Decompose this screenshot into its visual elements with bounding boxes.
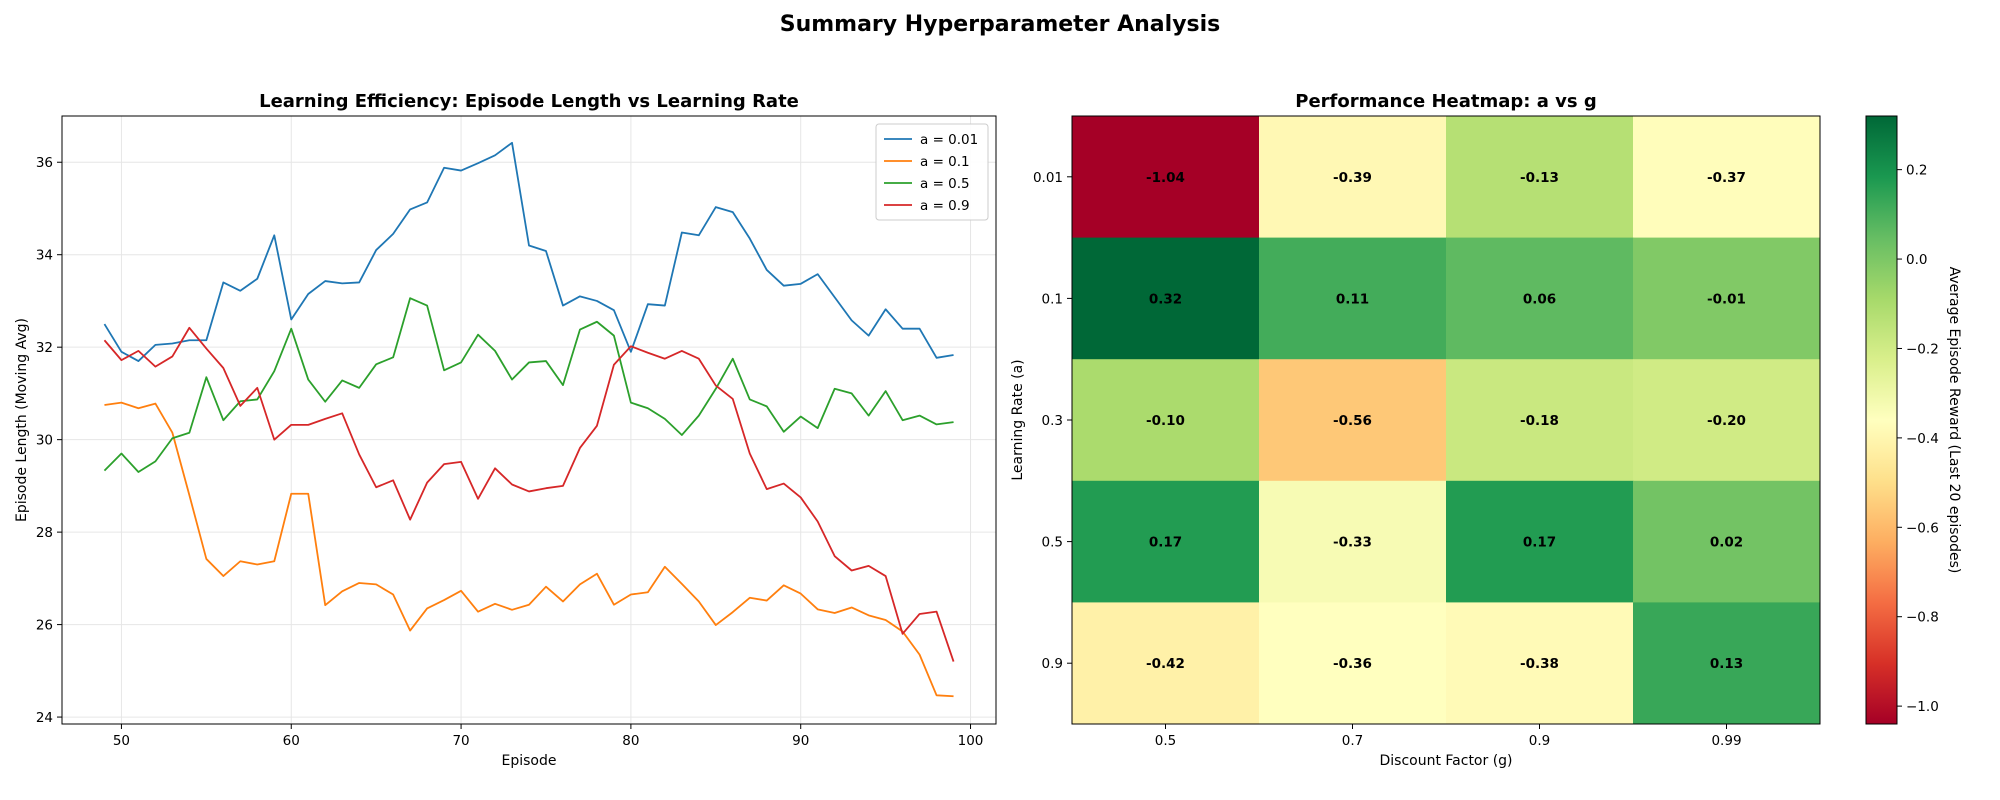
- heatmap-cell-value: 0.17: [1149, 535, 1182, 551]
- x-tick-label: 80: [622, 733, 639, 749]
- line-chart-frame: [61, 115, 997, 725]
- heatmap-cell: [1072, 602, 1260, 725]
- line-chart-ticks: 50 60 70 80 90 100 24 26 28 30 32 34 36: [36, 155, 984, 749]
- heatmap-x-tick-label: 0.7: [1342, 733, 1363, 749]
- series-line-2: [104, 401, 954, 698]
- heatmap-cell-value: -0.20: [1707, 413, 1746, 429]
- heatmap-cell-value: -1.04: [1146, 170, 1185, 186]
- heatmap-cell: [1446, 237, 1634, 360]
- heatmap-cell: [1633, 116, 1821, 239]
- heatmap-ticks: 0.5 0.7 0.9 0.99 0.01 0.1 0.3 0.5 0.9: [1033, 170, 1742, 749]
- colorbar-tick-label: −0.8: [1906, 610, 1939, 626]
- heatmap-cell-value: -0.38: [1520, 656, 1559, 672]
- heatmap-cell-value: -0.13: [1520, 170, 1559, 186]
- heatmap-cell-value: -0.39: [1333, 170, 1372, 186]
- colorbar-bar: [1865, 115, 1898, 725]
- heatmap-cell: [1633, 602, 1821, 725]
- line-chart-series: [103, 141, 955, 698]
- x-tick-label: 90: [792, 733, 809, 749]
- heatmap-cell-value: 0.02: [1710, 535, 1743, 551]
- line-chart-grid: [62, 116, 996, 724]
- line-chart-xlabel: Episode: [502, 753, 557, 769]
- heatmap-cell-value: -0.37: [1707, 170, 1746, 186]
- heatmap-cells: -1.04 -0.39 -0.13 -0.37 0.32 0.11 0.06 -0.01 -0.…: [1072, 116, 1821, 725]
- heatmap-cell-value: 0.32: [1149, 291, 1182, 307]
- heatmap-x-tick-label: 0.5: [1155, 733, 1176, 749]
- series-line-4: [103, 326, 955, 662]
- heatmap-cell-value: -0.56: [1333, 413, 1372, 429]
- heatmap-cell: [1072, 359, 1260, 482]
- heatmap-chart: Performance Heatmap: a vs g -1.04 -0.39 -0…: [1010, 91, 1962, 769]
- colorbar-tick-label: 0.0: [1906, 252, 1927, 268]
- x-tick-label: 50: [113, 733, 130, 749]
- heatmap-x-tick-label: 0.9: [1529, 733, 1550, 749]
- line-chart-legend: a = 0.01 a = 0.1 a = 0.5 a = 0.9: [875, 123, 989, 221]
- y-tick-label: 34: [36, 248, 53, 264]
- heatmap-y-tick-label: 0.01: [1033, 170, 1063, 186]
- colorbar-tick-label: −0.4: [1906, 431, 1939, 447]
- heatmap-cell-value: 0.13: [1710, 656, 1743, 672]
- heatmap-cell-value: 0.06: [1523, 291, 1556, 307]
- legend-label-3: a = 0.5: [920, 176, 970, 192]
- heatmap-cell: [1446, 116, 1634, 239]
- heatmap-cell: [1446, 602, 1634, 725]
- colorbar-tick-label: −0.2: [1906, 341, 1939, 357]
- y-tick-label: 32: [36, 340, 53, 356]
- y-tick-label: 36: [36, 155, 53, 171]
- heatmap-cell-value: -0.33: [1333, 535, 1372, 551]
- heatmap-cell: [1446, 359, 1634, 482]
- x-tick-label: 60: [283, 733, 300, 749]
- heatmap-x-tick-label: 0.99: [1711, 733, 1741, 749]
- y-tick-label: 30: [36, 433, 53, 449]
- heatmap-cell: [1072, 480, 1260, 603]
- legend-label-4: a = 0.9: [920, 198, 970, 214]
- heatmap-cell-value: -0.01: [1707, 291, 1746, 307]
- heatmap-cell: [1633, 237, 1821, 360]
- colorbar-tick-label: 0.2: [1906, 163, 1927, 179]
- heatmap-cell-value: 0.11: [1336, 291, 1369, 307]
- y-tick-label: 24: [36, 710, 53, 726]
- heatmap-cell-value: -0.42: [1146, 656, 1185, 672]
- heatmap-cell-value: -0.10: [1146, 413, 1185, 429]
- heatmap-cell: [1633, 359, 1821, 482]
- heatmap-cell: [1259, 602, 1447, 725]
- heatmap-y-tick-label: 0.1: [1042, 291, 1063, 307]
- heatmap-y-tick-label: 0.9: [1042, 656, 1063, 672]
- x-tick-label: 70: [452, 733, 469, 749]
- heatmap-cell: [1259, 480, 1447, 603]
- line-chart-ylabel: Episode Length (Moving Avg): [14, 318, 30, 522]
- legend-label-2: a = 0.1: [920, 154, 970, 170]
- colorbar-label: Average Episode Reward (Last 20 episodes…: [1946, 267, 1962, 574]
- line-chart: Learning Efficiency: Episode Length vs L…: [14, 91, 997, 769]
- heatmap-title: Performance Heatmap: a vs g: [1295, 91, 1597, 112]
- x-tick-label: 100: [958, 733, 984, 749]
- heatmap-ylabel: Learning Rate (a): [1010, 359, 1026, 480]
- y-tick-label: 26: [36, 618, 53, 634]
- colorbar: −1.0 −0.8 −0.6 −0.4 −0.2 0.0 0.2: [1865, 115, 1939, 725]
- figure-title: Summary Hyperparameter Analysis: [780, 12, 1221, 37]
- y-tick-label: 28: [36, 525, 53, 541]
- heatmap-cell: [1259, 359, 1447, 482]
- heatmap-cell: [1259, 116, 1447, 239]
- heatmap-cell: [1072, 237, 1260, 360]
- legend-label-1: a = 0.01: [920, 132, 978, 148]
- heatmap-cell: [1072, 116, 1260, 239]
- colorbar-tick-label: −1.0: [1906, 699, 1939, 715]
- heatmap-cell: [1446, 480, 1634, 603]
- colorbar-tick-label: −0.6: [1906, 520, 1939, 536]
- heatmap-cell: [1633, 480, 1821, 603]
- heatmap-cell-value: -0.36: [1333, 656, 1372, 672]
- heatmap-cell-value: -0.18: [1520, 413, 1559, 429]
- heatmap-y-tick-label: 0.5: [1042, 535, 1063, 551]
- heatmap-y-tick-label: 0.3: [1042, 413, 1063, 429]
- heatmap-cell-value: 0.17: [1523, 535, 1556, 551]
- heatmap-xlabel: Discount Factor (g): [1379, 753, 1512, 769]
- heatmap-cell: [1259, 237, 1447, 360]
- legend-box: [875, 123, 989, 221]
- series-line-1: [103, 141, 954, 362]
- line-chart-title: Learning Efficiency: Episode Length vs L…: [259, 91, 799, 112]
